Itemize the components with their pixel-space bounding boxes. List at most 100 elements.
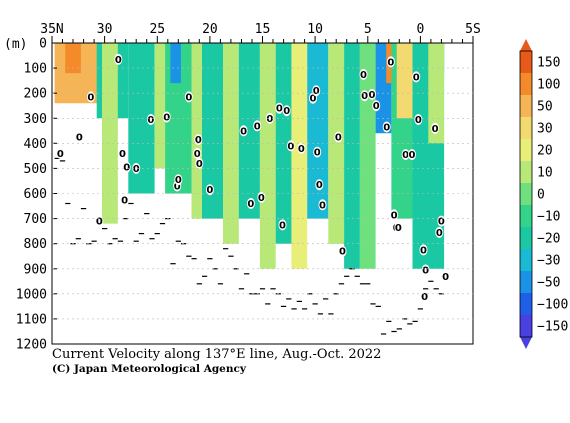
zero-label-51: 0: [432, 124, 439, 135]
zero-label-35: 0: [360, 70, 367, 81]
zero-label-bg-35: [359, 68, 368, 80]
velocity-section-15: [307, 43, 329, 219]
x-axis: 35N 30 25 20 15 10 5 0 5S: [40, 22, 481, 43]
zero-label-44: 0: [402, 150, 409, 161]
zero-label-32: 0: [319, 200, 326, 211]
zero-label-47: 0: [415, 115, 422, 126]
zero-label-40: 0: [387, 57, 394, 68]
zero-label-20: 0: [254, 121, 261, 132]
zero-label-bg-7: [122, 161, 131, 173]
zero-label-bg-15: [194, 134, 203, 146]
zero-label-48: 0: [420, 245, 427, 256]
zero-label-bg-47: [414, 114, 423, 125]
y-tick-label-0: 0: [39, 37, 47, 52]
zero-label-bg-51: [431, 122, 440, 134]
x-tick-label-0: 35N: [40, 22, 63, 37]
colorbar-label-5: 10: [537, 166, 553, 181]
zero-label-bg-24: [278, 219, 287, 231]
colorbar-label-8: −20: [537, 232, 560, 247]
y-tick-label-11: 1100: [16, 312, 47, 327]
zero-label-bg-41: [390, 209, 399, 221]
colorbar-label-9: −30: [537, 254, 560, 269]
colorbar-label-3: 30: [537, 122, 553, 137]
y-tick-label-3: 300: [24, 112, 47, 127]
zero-label-16: 0: [196, 159, 203, 170]
x-tick-label-6: 5: [364, 22, 372, 37]
zero-label-bg-16: [195, 157, 204, 169]
velocity-section-3: [102, 43, 118, 224]
colorbar-top-arrow: [520, 39, 532, 51]
zero-label-bg-19: [246, 198, 255, 209]
zero-label-38: 0: [373, 101, 380, 112]
zero-label-bg-17: [205, 184, 214, 196]
zero-label-37: 0: [369, 90, 376, 101]
y-tick-label-1: 100: [24, 62, 47, 77]
colorbar-swatch-11: [520, 293, 532, 315]
zero-label-0: 0: [57, 149, 64, 160]
velocity-section-12: [259, 43, 276, 269]
zero-label-bg-2: [86, 91, 95, 103]
zero-label-bg-38: [372, 100, 381, 112]
zero-label-8: 0: [133, 164, 140, 175]
zero-label-26: 0: [287, 141, 294, 152]
y-tick-label-10: 1000: [16, 287, 47, 302]
colorbar-swatch-6: [520, 183, 532, 205]
zero-label-22: 0: [266, 114, 273, 125]
zero-label-23: 0: [276, 104, 283, 115]
zero-label-bg-27: [297, 142, 306, 154]
zero-label-bg-5: [118, 147, 127, 159]
colorbar-bottom-arrow: [520, 337, 532, 349]
colorbar-label-4: 20: [537, 144, 553, 159]
zero-label-13: 0: [185, 92, 192, 103]
zero-label-bg-50: [421, 264, 430, 276]
zero-label-33: 0: [335, 133, 342, 144]
colorbar-frame: [519, 50, 533, 338]
zero-label-bg-9: [146, 114, 155, 125]
zero-label-28: 0: [310, 94, 317, 105]
zero-label-bg-31: [315, 179, 324, 191]
velocity-section-14: [291, 43, 308, 269]
velocity-section-5: [154, 43, 166, 169]
colorbar-label-10: −50: [537, 276, 560, 291]
zero-label-bg-37: [368, 88, 376, 100]
zero-label-18: 0: [240, 126, 247, 137]
zero-label-15: 0: [195, 135, 202, 146]
zero-label-36: 0: [361, 91, 368, 102]
zero-label-bg-40: [386, 56, 395, 68]
colorbar-swatch-3: [520, 117, 532, 139]
velocity-section-17: [344, 43, 360, 269]
colorbar-swatch-1: [520, 73, 532, 95]
colorbar-swatch-8: [520, 227, 532, 249]
zero-label-17: 0: [206, 185, 213, 196]
zero-label-bg-22: [265, 112, 274, 124]
velocity-section-7: [170, 43, 181, 84]
colorbar-label-0: 150: [537, 56, 560, 71]
zero-label-21: 0: [258, 193, 265, 204]
x-tick-label-5: 10: [307, 22, 323, 37]
zero-label-bg-1: [75, 131, 84, 143]
zero-label-49: 0: [421, 292, 428, 303]
zero-label-27: 0: [298, 144, 305, 155]
zero-label-bg-6: [120, 194, 129, 206]
zero-label-45: 0: [409, 150, 416, 161]
zero-label-bg-25: [282, 105, 291, 117]
velocity-section-8: [191, 43, 202, 219]
zero-label-24: 0: [279, 220, 286, 231]
colorbar-label-2: 50: [537, 100, 553, 115]
colorbar-swatch-9: [520, 249, 532, 271]
zero-label-12: 0: [175, 175, 182, 186]
zero-label-bg-14: [193, 147, 202, 159]
zero-label-4: 0: [115, 55, 122, 66]
colorbar-swatch-12: [520, 315, 532, 337]
zero-label-41: 0: [391, 210, 398, 221]
zero-label-1: 0: [76, 133, 83, 144]
y-tick-label-9: 900: [24, 262, 47, 277]
colorbar-swatch-4: [520, 139, 532, 161]
colorbar-swatch-7: [520, 205, 532, 227]
zero-label-53: 0: [438, 217, 445, 228]
zero-label-3: 0: [96, 217, 103, 228]
zero-label-bg-12: [174, 174, 183, 186]
y-tick-label-7: 700: [24, 212, 47, 227]
colorbar-label-12: −150: [537, 320, 568, 335]
